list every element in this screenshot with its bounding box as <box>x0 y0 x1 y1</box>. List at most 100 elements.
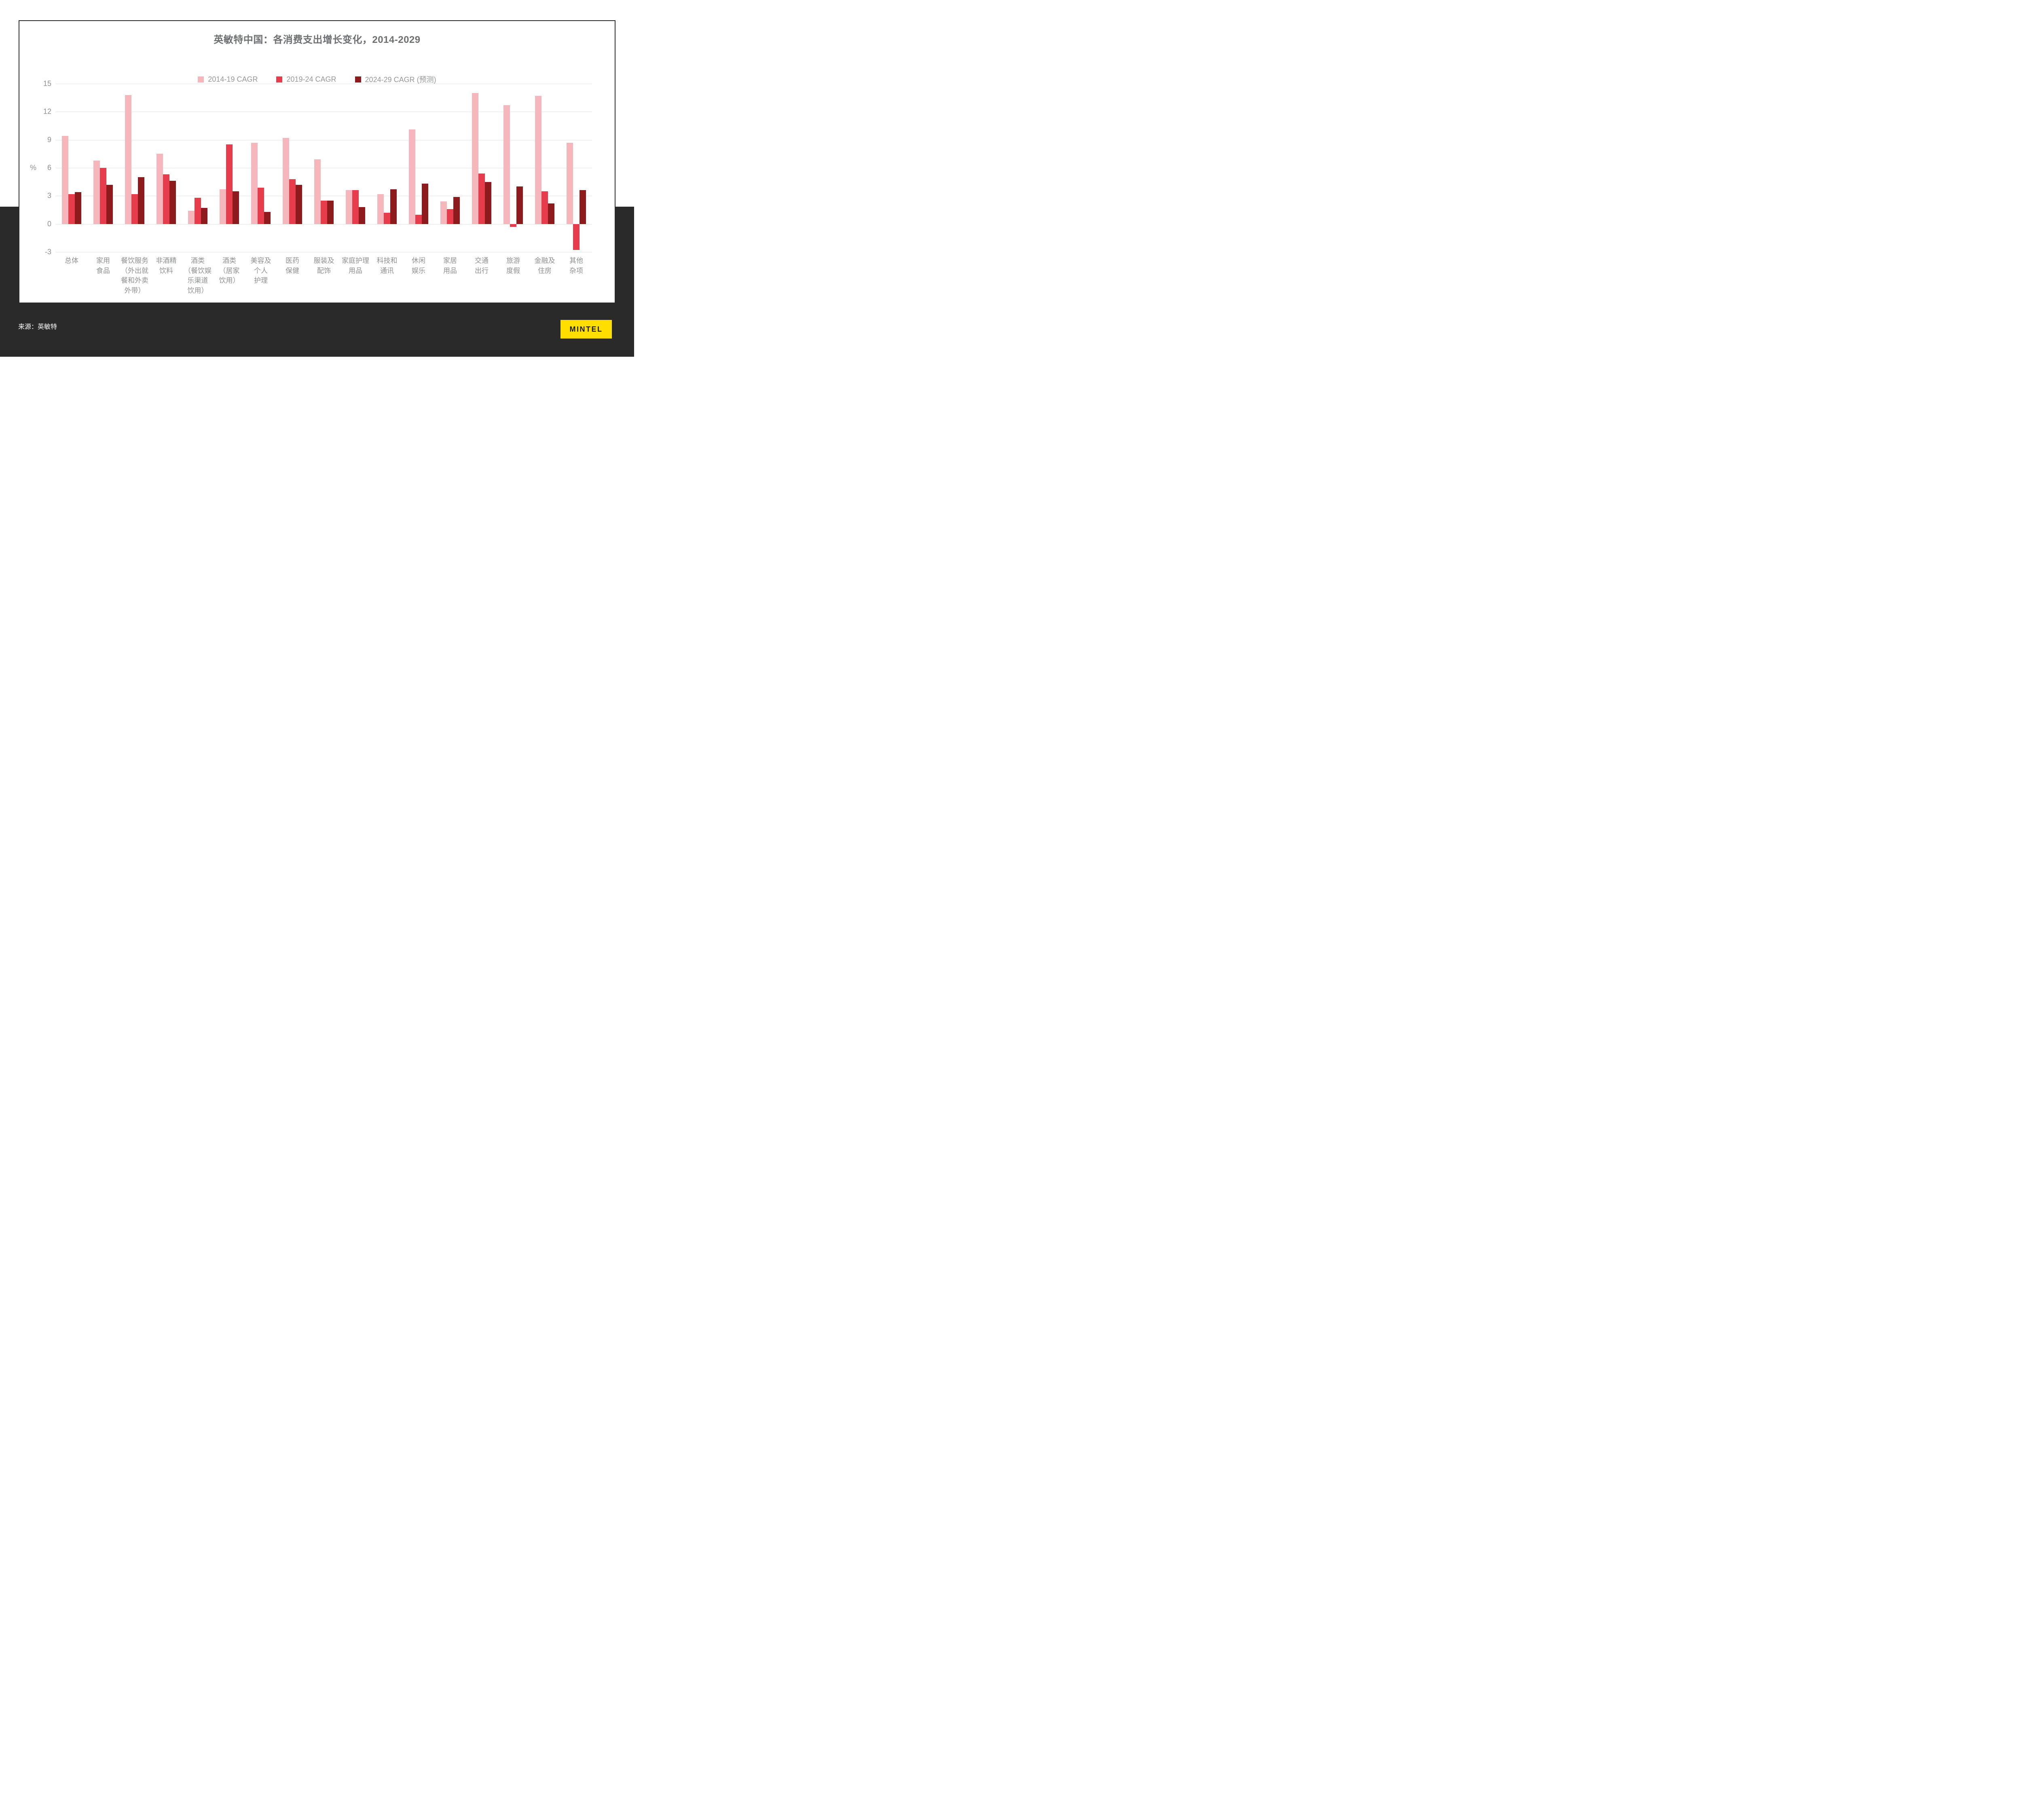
bar <box>516 186 523 224</box>
bar <box>251 142 258 224</box>
bar-group <box>529 84 560 252</box>
bar <box>567 142 573 224</box>
bar <box>327 200 334 224</box>
bar-group <box>214 84 245 252</box>
mintel-logo-text: MINTEL <box>569 325 603 333</box>
legend-item-2019-24: 2019-24 CAGR <box>276 75 336 84</box>
bar <box>415 214 422 224</box>
x-tick-label: 休闲 娱乐 <box>412 257 425 275</box>
chart-legend: 2014-19 CAGR 2019-24 CAGR 2024-29 CAGR (… <box>19 74 615 85</box>
bar <box>453 197 460 224</box>
source-attribution: 来源：英敏特 <box>18 324 57 330</box>
bar <box>195 197 201 224</box>
x-tick-label: 旅游 度假 <box>506 257 520 275</box>
x-tick-label: 餐饮服务 （外出就 餐和外卖 外带） <box>121 257 148 294</box>
x-tick-label: 非酒精 饮料 <box>156 257 177 275</box>
bar <box>188 211 195 224</box>
bar <box>157 154 163 224</box>
bar <box>314 159 321 224</box>
bar <box>377 194 384 224</box>
legend-swatch-2024-29 <box>355 76 361 83</box>
bar <box>138 177 144 224</box>
bar <box>548 203 554 224</box>
bar <box>226 144 233 224</box>
bar <box>93 160 100 224</box>
bar <box>258 187 264 224</box>
bar <box>296 184 302 224</box>
bar <box>131 194 138 224</box>
bar <box>163 174 169 224</box>
y-tick-label: -3 <box>44 248 51 256</box>
legend-label: 2024-29 CAGR (预测) <box>365 76 436 84</box>
bar <box>478 173 485 224</box>
bar <box>106 184 113 224</box>
bar <box>62 136 68 224</box>
bar <box>169 181 176 224</box>
bar <box>359 207 365 224</box>
bar <box>472 93 478 224</box>
y-tick-label: 15 <box>43 79 51 88</box>
bar <box>422 184 428 224</box>
x-tick-label: 家居 用品 <box>443 257 457 275</box>
bar-group <box>497 84 529 252</box>
x-tick-label: 交通 出行 <box>475 257 489 275</box>
legend-swatch-2014-19 <box>198 76 204 83</box>
bar-groups <box>56 84 592 252</box>
plot-area: % 15 12 9 6 3 0 -3 <box>30 80 592 256</box>
bar-group <box>340 84 371 252</box>
x-tick-label: 科技和 通讯 <box>376 257 398 275</box>
bar-group <box>466 84 497 252</box>
bar <box>440 201 447 224</box>
x-tick-label: 其他 杂项 <box>569 257 583 275</box>
bar-group <box>182 84 214 252</box>
x-tick-label: 家庭护理 用品 <box>342 257 369 275</box>
y-axis-label: % <box>30 163 36 172</box>
bar <box>100 168 106 224</box>
y-tick-label: 12 <box>43 107 51 116</box>
bar <box>346 190 352 224</box>
x-tick-label: 酒类 （居家 饮用） <box>219 257 240 285</box>
bar <box>321 200 327 224</box>
bar-group <box>371 84 403 252</box>
bar-group <box>277 84 308 252</box>
bar <box>352 190 359 224</box>
bar <box>510 224 516 227</box>
x-tick-label: 金融及 住房 <box>534 257 555 275</box>
bar <box>75 192 81 224</box>
y-tick-label: 9 <box>47 135 51 144</box>
x-axis-labels: 总体 家用 食品 餐饮服务 （外出就 餐和外卖 外带） 非酒精 饮料 酒类 （餐饮娱 乐… <box>56 256 592 296</box>
bar-group <box>434 84 466 252</box>
bar <box>125 95 131 224</box>
bar-group <box>87 84 119 252</box>
chart-card: 英敏特中国：各消费支出增长变化，2014-2029 2014-19 CAGR 2… <box>19 20 615 303</box>
chart-title: 英敏特中国：各消费支出增长变化，2014-2029 <box>214 34 421 45</box>
bar <box>289 179 296 224</box>
y-tick-label: 6 <box>47 163 51 172</box>
x-tick-label: 总体 <box>65 257 78 265</box>
x-tick-label: 酒类 （餐饮娱 乐渠道 饮用） <box>184 257 212 294</box>
legend-label: 2019-24 CAGR <box>286 75 336 83</box>
bar <box>447 209 453 224</box>
x-tick-label: 医药 保健 <box>286 257 299 275</box>
bar <box>541 191 548 224</box>
bar <box>390 189 397 224</box>
bar <box>233 191 239 224</box>
bar-group <box>245 84 277 252</box>
bar <box>535 96 541 224</box>
bar-group <box>560 84 592 252</box>
legend-label: 2014-19 CAGR <box>208 75 258 83</box>
y-tick-label: 0 <box>47 220 51 228</box>
x-tick-label: 家用 食品 <box>96 257 110 275</box>
y-tick-label: 3 <box>47 191 51 200</box>
x-tick-label: 美容及 个人 护理 <box>250 257 271 285</box>
bar <box>503 105 510 224</box>
bar <box>201 208 207 224</box>
legend-swatch-2019-24 <box>276 76 283 83</box>
bar <box>283 138 289 224</box>
bar <box>580 190 586 224</box>
bar-group <box>119 84 150 252</box>
x-tick-label: 服装及 配饰 <box>313 257 334 275</box>
bar <box>220 189 226 224</box>
bar <box>409 129 415 224</box>
bar-group <box>56 84 87 252</box>
